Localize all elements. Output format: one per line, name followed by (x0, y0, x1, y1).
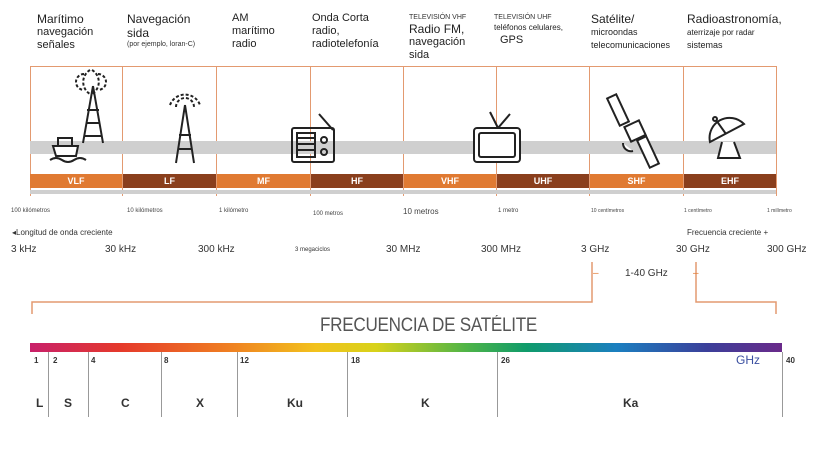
band-shf: SHF (590, 174, 683, 188)
wavelength-label: 10 metros (403, 207, 439, 216)
tick-label: 40 (786, 356, 795, 365)
frequency-label: 30 kHz (105, 244, 137, 255)
ghz-unit-label: GHz (736, 353, 760, 367)
column-separator (30, 66, 31, 196)
tick-label: 26 (501, 356, 510, 365)
band-divider (48, 352, 49, 417)
band-divider (782, 352, 783, 417)
satellite-range-bracket (31, 262, 777, 314)
band-vlf: VLF (30, 174, 122, 188)
spectrum-bar (30, 343, 782, 352)
satellite-range-label: 1-40 GHz (625, 268, 668, 279)
tick-label: 1 (34, 356, 39, 365)
wavelength-label: 10 kilómetros (127, 208, 163, 214)
frequency-label: 300 GHz (767, 244, 807, 255)
caption-am: AM marítimo radio (232, 12, 275, 50)
band-uhf: UHF (497, 174, 589, 188)
column-separator (683, 66, 684, 196)
band-hf: HF (311, 174, 403, 188)
tick-label: 8 (164, 356, 169, 365)
caption-radioastronomy: Radioastronomía, aterrizaje por radar si… (687, 12, 782, 50)
band-mf: MF (217, 174, 310, 188)
sat-band-label: L (36, 396, 44, 410)
gray-strip (30, 141, 776, 154)
wavelength-label: 1 kilómetro (219, 208, 249, 214)
sat-band-label: S (64, 396, 73, 410)
band-divider (347, 352, 348, 417)
caption-uhf: TELEVISIÓN UHF teléfonos celulares, GPS (494, 14, 563, 46)
radio-tower-icon (169, 93, 201, 164)
frequency-label: 30 MHz (386, 244, 421, 255)
wavelength-label: 100 metros (313, 211, 344, 217)
sat-band-label: X (196, 396, 205, 410)
column-separator (403, 66, 404, 196)
sat-band-label: K (421, 396, 430, 410)
column-separator (310, 66, 311, 196)
radio-receiver-icon (291, 113, 335, 163)
band-divider (497, 352, 498, 417)
wavelength-label: 100 kilómetros (11, 208, 51, 214)
frequency-label: 3 GHz (581, 244, 610, 255)
column-separator (216, 66, 217, 196)
frequency-label: 3 kHz (11, 244, 37, 255)
band-divider (161, 352, 162, 417)
caption-shortwave: Onda Corta radio, radiotelefonía (312, 12, 379, 50)
caption-maritime: Marítimo navegación señales (37, 12, 94, 51)
radar-dish-icon (708, 116, 746, 159)
band-lf: LF (123, 174, 216, 188)
sat-band-label: Ku (287, 396, 303, 410)
television-icon (473, 111, 521, 163)
frequency-label: 300 kHz (198, 244, 235, 255)
range-dash: – (593, 268, 599, 279)
tick-label: 12 (240, 356, 249, 365)
ship-tower-icon (49, 69, 107, 163)
tick-label: 2 (53, 356, 58, 365)
wavelength-label: 1 centímetro (684, 208, 712, 214)
satellite-title: FRECUENCIA DE SATÉLITE (320, 315, 538, 336)
wavelength-label: 1 metro (498, 208, 519, 214)
column-separator (589, 66, 590, 196)
wavelength-arrow-label: ◂Longitud de onda creciente (12, 228, 113, 237)
band-divider (237, 352, 238, 417)
frequency-label: 3 megaciclos (295, 247, 331, 253)
band-vhf: VHF (404, 174, 496, 188)
caption-satellite: Satélite/ microondas telecomunicaciones (591, 12, 671, 50)
tick-label: 18 (351, 356, 360, 365)
frequency-arrow-label: Frecuencia creciente + (687, 228, 769, 237)
tick-label: 4 (91, 356, 96, 365)
caption-navigation: Navegación sida (por ejemplo, loran-C) (127, 12, 196, 48)
band-divider (88, 352, 89, 417)
gray-baseline (30, 190, 776, 194)
top-rule (30, 66, 776, 67)
frequency-label: 30 GHz (676, 244, 710, 255)
caption-vhf: TELEVISIÓN VHF Radio FM, navegación sida (409, 14, 467, 61)
sat-band-label: C (121, 396, 130, 410)
column-separator (776, 66, 777, 196)
sat-band-label: Ka (623, 396, 639, 410)
wavelength-label: 1 milímetro (767, 208, 792, 214)
band-ehf: EHF (684, 174, 776, 188)
wavelength-label: 10 centímetros (591, 208, 625, 214)
satellite-icon (605, 93, 661, 170)
frequency-label: 300 MHz (481, 244, 522, 255)
column-separator (122, 66, 123, 196)
range-dash: – (693, 268, 699, 279)
